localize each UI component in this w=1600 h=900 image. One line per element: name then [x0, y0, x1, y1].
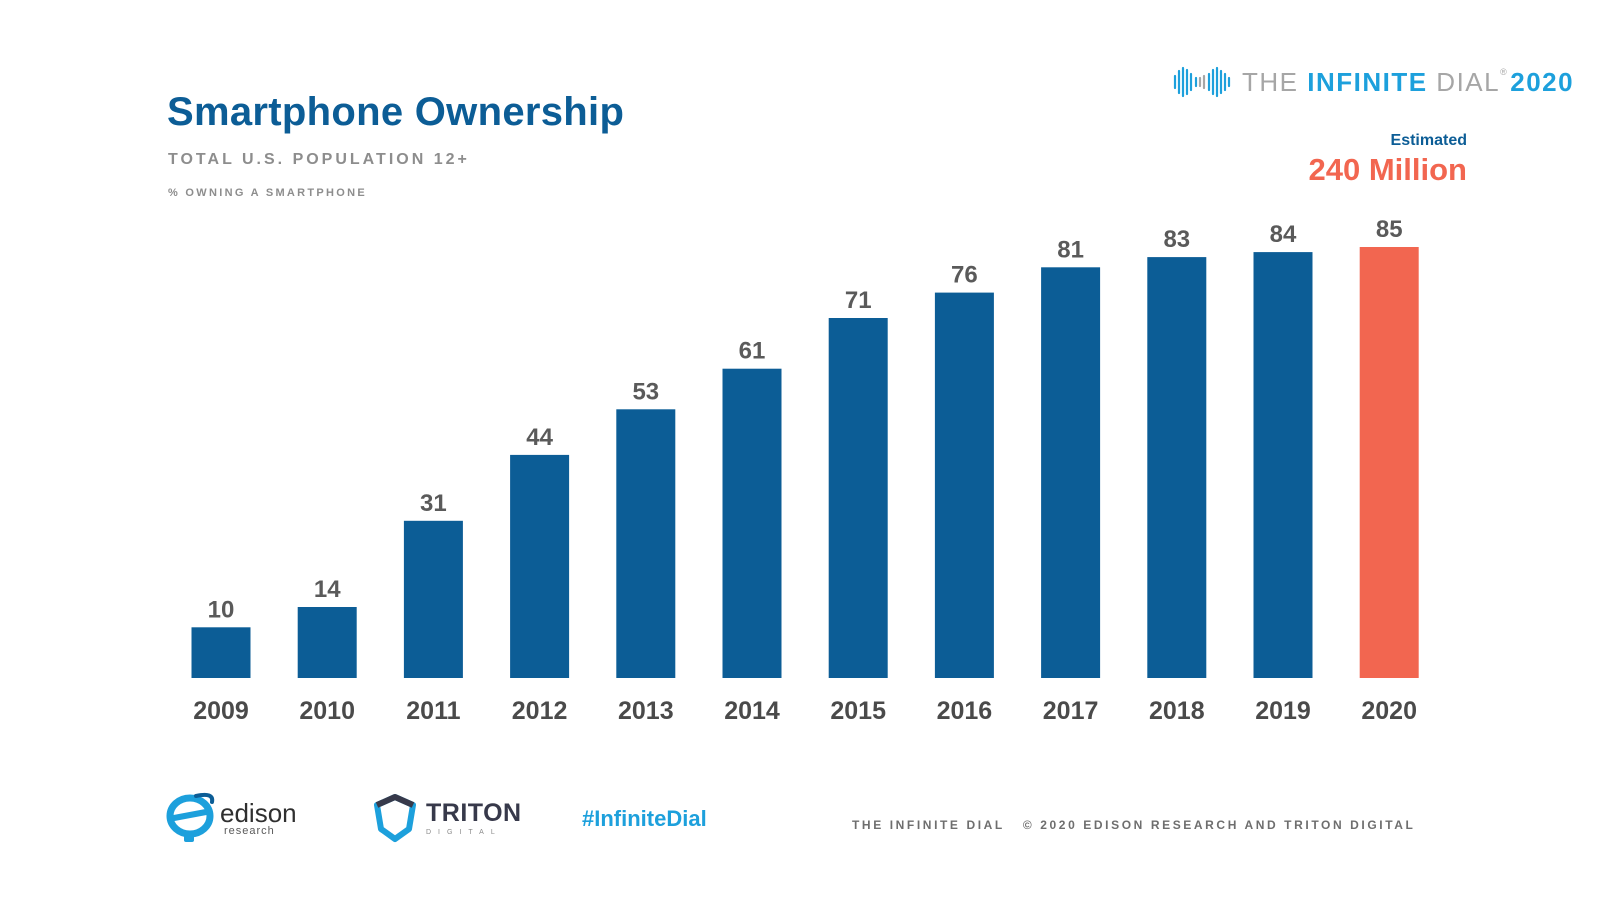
data-label-2010: 14: [314, 576, 341, 603]
bar-2016: [934, 292, 994, 678]
edison-research-logo: edison research: [166, 790, 297, 846]
y-axis-label: % OWNING A SMARTPHONE: [168, 187, 368, 199]
edison-logo-icon: [166, 792, 215, 842]
triton-logo-icon: [374, 794, 416, 842]
data-label-2011: 31: [420, 490, 447, 517]
edison-name: edison: [220, 797, 297, 828]
infinite-dial-logo-icon: [1173, 66, 1231, 98]
triton-sub: DIGITAL: [426, 828, 502, 836]
x-tick-2009: 2009: [193, 697, 249, 725]
data-label-2017: 81: [1057, 236, 1084, 263]
bar-2015: [828, 318, 888, 678]
x-tick-2012: 2012: [512, 697, 568, 725]
copyright-left: THE INFINITE DIAL: [852, 818, 1005, 832]
x-tick-2020: 2020: [1361, 697, 1417, 725]
data-label-2013: 53: [632, 378, 659, 405]
x-tick-2011: 2011: [406, 697, 460, 725]
x-tick-2014: 2014: [724, 697, 780, 725]
bar-2017: [1041, 267, 1101, 678]
x-tick-2016: 2016: [937, 697, 993, 725]
bar-2014: [722, 368, 782, 678]
x-tick-2019: 2019: [1255, 697, 1311, 725]
x-tick-2015: 2015: [830, 697, 886, 725]
edison-sub: research: [224, 824, 275, 837]
bar-2020: [1359, 247, 1419, 678]
estimate-value: 240 Million: [1308, 152, 1467, 187]
estimate-label: Estimated: [1390, 132, 1467, 149]
estimate-callout: Estimated 240 Million: [1309, 132, 1467, 188]
bar-2018: [1147, 257, 1207, 678]
chart-title: Smartphone Ownership: [167, 90, 625, 134]
bar-2013: [616, 409, 676, 678]
x-tick-2010: 2010: [299, 697, 355, 725]
data-label-2015: 71: [845, 287, 872, 314]
data-label-2009: 10: [208, 596, 235, 623]
bar-2009: [191, 627, 251, 678]
data-label-2018: 83: [1163, 226, 1190, 253]
data-label-2020: 85: [1376, 216, 1403, 243]
data-label-2012: 44: [526, 424, 553, 451]
hashtag: #InfiniteDial: [582, 806, 707, 831]
infinite-dial-wordmark: THE INFINITE DIAL®2020: [1242, 66, 1575, 97]
chart-subtitle: TOTAL U.S. POPULATION 12+: [168, 151, 470, 168]
infinite-dial-brand: THE INFINITE DIAL®2020: [1172, 62, 1574, 102]
bar-2011: [403, 520, 463, 678]
data-label-2019: 84: [1270, 221, 1297, 248]
bar-2010: [297, 607, 357, 678]
copyright-footer: THE INFINITE DIAL © 2020 EDISON RESEARCH …: [852, 818, 1415, 832]
data-label-2016: 76: [951, 262, 978, 289]
bar-2019: [1253, 252, 1313, 678]
data-label-2014: 61: [739, 338, 766, 365]
x-tick-2018: 2018: [1149, 697, 1205, 725]
bar-2012: [510, 454, 570, 678]
x-tick-2017: 2017: [1043, 697, 1099, 725]
triton-digital-logo: TRITON DIGITAL: [372, 793, 522, 843]
copyright-right: © 2020 EDISON RESEARCH AND TRITON DIGITA…: [1022, 818, 1416, 832]
triton-name: TRITON: [426, 798, 522, 827]
x-tick-2013: 2013: [618, 697, 674, 725]
